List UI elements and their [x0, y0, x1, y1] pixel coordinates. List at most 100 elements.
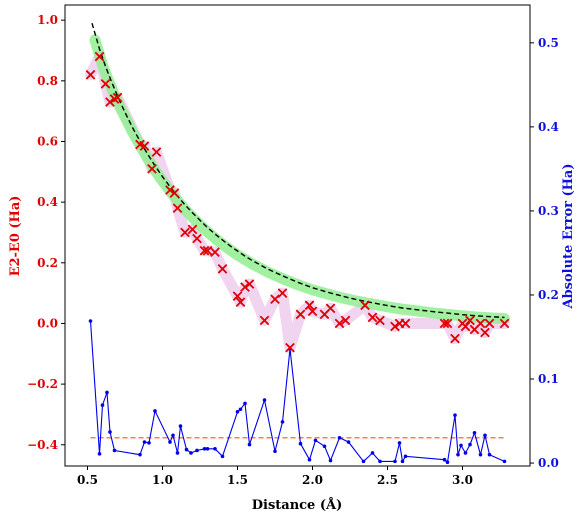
- x-tick-label: 2.5: [377, 473, 398, 487]
- energy-x-marker: [484, 318, 495, 329]
- x-tick-label: 2.0: [302, 473, 323, 487]
- absolute-error-point: [442, 457, 447, 462]
- energy-x-marker: [187, 224, 198, 235]
- right-y-tick-label: 0.0: [538, 456, 559, 470]
- energy-x-marker: [192, 233, 202, 244]
- absolute-error-point: [213, 446, 217, 451]
- absolute-error-point: [370, 451, 375, 455]
- energy-x-marker: [325, 303, 336, 314]
- absolute-error-point: [307, 457, 312, 462]
- absolute-error-point: [472, 431, 477, 435]
- purple-uncertainty-band: [85, 51, 510, 354]
- absolute-error-point: [478, 452, 483, 457]
- x-tick-label: 3.0: [452, 473, 473, 487]
- energy-x-marker: [94, 51, 105, 62]
- absolute-error-point: [262, 398, 267, 402]
- absolute-error-point: [313, 438, 318, 443]
- uncertainty-bands: [85, 34, 510, 354]
- energy-x-marker: [105, 97, 115, 107]
- x-tick-label: 1.5: [227, 473, 248, 487]
- absolute-error-point: [238, 407, 243, 412]
- x-tick-label: 0.5: [77, 473, 98, 487]
- energy-x-marker: [169, 188, 180, 198]
- absolute-error-point: [205, 446, 210, 451]
- absolute-error-point: [397, 441, 402, 445]
- absolute-error-point: [453, 413, 457, 417]
- energy-x-marker: [151, 147, 162, 157]
- series-markers: [85, 51, 510, 465]
- energy-x-marker: [375, 315, 385, 326]
- absolute-error-point: [280, 420, 285, 424]
- absolute-error-point: [483, 433, 487, 438]
- energy-x-marker: [202, 245, 213, 256]
- absolute-error-point: [502, 459, 507, 464]
- energy-x-marker: [460, 321, 471, 332]
- absolute-error-point: [403, 454, 408, 459]
- left-y-tick-label: 0.0: [37, 316, 58, 330]
- energy-x-marker: [210, 247, 220, 258]
- absolute-error-point: [147, 441, 151, 445]
- x-axis-title: Distance (Å): [252, 497, 343, 513]
- absolute-error-point: [195, 448, 199, 453]
- energy-x-marker: [244, 279, 255, 289]
- absolute-error-point: [184, 447, 189, 452]
- absolute-error-point: [220, 454, 225, 459]
- right-axis-title: Absolute Error (Ha): [561, 163, 576, 309]
- absolute-error-point: [112, 448, 117, 453]
- energy-x-marker: [480, 327, 490, 338]
- absolute-error-point: [178, 424, 183, 428]
- absolute-error-point: [346, 440, 351, 444]
- energy-x-marker: [232, 291, 243, 301]
- right-y-tick-label: 0.4: [538, 120, 559, 134]
- absolute-error-point: [459, 443, 463, 448]
- absolute-error-point: [393, 459, 397, 464]
- energy-x-marker: [235, 297, 246, 308]
- absolute-error-point: [171, 433, 175, 438]
- energy-x-marker: [270, 294, 280, 305]
- absolute-error-point: [243, 401, 247, 406]
- right-y-tick-label: 0.3: [538, 204, 559, 218]
- energy-x-marker: [100, 79, 111, 89]
- energy-x-marker: [334, 318, 345, 329]
- energy-x-marker: [390, 321, 400, 332]
- energy-x-marker: [340, 315, 351, 326]
- energy-x-marker: [367, 312, 378, 323]
- energy-x-marker: [277, 288, 288, 298]
- left-y-tick-label: −0.4: [27, 438, 58, 452]
- absolute-error-point: [142, 440, 147, 444]
- energy-x-marker: [442, 318, 453, 329]
- absolute-error-point: [247, 442, 252, 447]
- energy-x-marker: [139, 141, 150, 151]
- left-y-tick-label: 0.8: [37, 74, 58, 88]
- left-y-tick-label: 1.0: [37, 13, 58, 27]
- energy-x-marker: [360, 300, 370, 311]
- energy-x-marker: [217, 264, 228, 274]
- energy-x-marker: [85, 69, 96, 80]
- energy-x-marker: [499, 318, 510, 329]
- axes: 0.5 1.0 1.5 2.0 2.5 3.0 −0.4 −0.2 0.0 0.2 0.4 0.6 0.…: [27, 13, 559, 487]
- absolute-error-point: [328, 458, 333, 463]
- absolute-error-point: [168, 440, 172, 444]
- energy-x-marker: [465, 315, 475, 326]
- absolute-error-point: [456, 452, 460, 457]
- left-axis-title: E2-E0 (Ha): [8, 196, 23, 277]
- reference-curve-line: [91, 23, 505, 319]
- absolute-error-point: [175, 451, 180, 455]
- energy-x-marker: [147, 163, 157, 174]
- absolute-error-point: [189, 451, 193, 455]
- left-y-tick-label: 0.2: [37, 256, 58, 270]
- absolute-error-point: [97, 452, 102, 456]
- absolute-error-point: [108, 430, 112, 434]
- right-y-tick-label: 0.2: [538, 288, 559, 302]
- energy-x-marker: [304, 300, 315, 311]
- x-tick-label: 1.0: [152, 473, 173, 487]
- absolute-error-point: [322, 444, 327, 449]
- energy-x-marker: [439, 318, 450, 329]
- energy-x-marker: [285, 342, 295, 353]
- energy-x-marker: [450, 333, 460, 344]
- series-lines: [89, 23, 505, 464]
- absolute-error-point: [298, 441, 303, 446]
- absolute-error-point: [100, 403, 105, 407]
- absolute-error-point: [463, 451, 468, 455]
